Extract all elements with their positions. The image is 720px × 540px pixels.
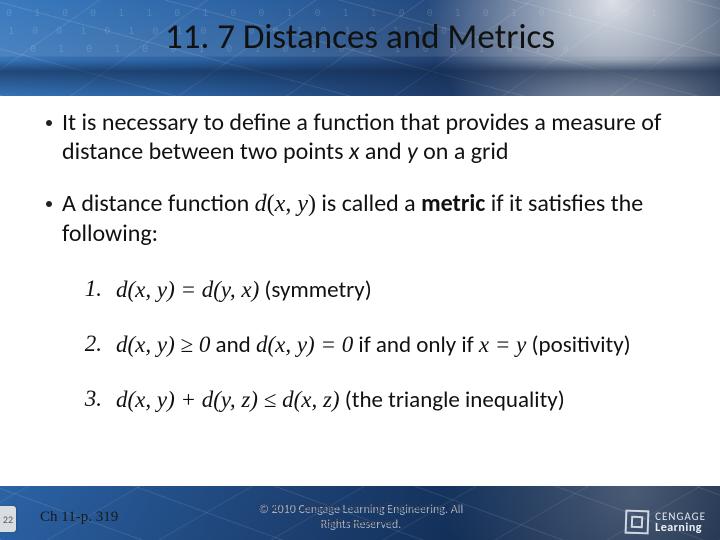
math: d(x, y) = 0	[256, 332, 353, 357]
bullet-marker	[46, 201, 52, 207]
logo-line2: Learning	[655, 522, 706, 534]
item-number: 3.	[78, 386, 102, 415]
text: if and only if	[353, 331, 479, 359]
var-x: x	[349, 137, 359, 166]
item-number: 1.	[78, 276, 102, 305]
math-sep: ,	[285, 191, 297, 217]
item-text: d(x, y) = d(y, x) (symmetry)	[116, 276, 372, 305]
item-text: d(x, y) ≥ 0 and d(x, y) = 0 if and only …	[116, 331, 631, 360]
text: A distance function	[62, 189, 255, 218]
slide: 0 1 0 0 1 1 0 1 0 0 1 0 1 1 0 0 1 0 1 0 …	[0, 0, 720, 540]
item-text: d(x, y) + d(y, z) ≤ d(x, z) (the triangl…	[116, 386, 565, 415]
math: d(x, y) = d(y, x)	[116, 277, 259, 302]
content-area: It is necessary to define a function tha…	[46, 108, 678, 440]
bold-metric: metric	[421, 189, 485, 218]
item-number: 2.	[78, 331, 102, 360]
bullet-text: A distance function d(x, y) is called a …	[62, 189, 678, 249]
numbered-list: 1. d(x, y) = d(y, x) (symmetry) 2. d(x, …	[78, 276, 678, 414]
copyright-text: © 2010 Cengage Learning Engineering. All…	[258, 502, 462, 532]
math: x = y	[479, 332, 526, 357]
math-open: (	[267, 191, 275, 217]
text: and	[210, 331, 256, 359]
bullet-item: A distance function d(x, y) is called a …	[46, 189, 678, 249]
logo-text: CENGAGE Learning	[655, 511, 706, 534]
list-item: 1. d(x, y) = d(y, x) (symmetry)	[78, 276, 678, 305]
label: (symmetry)	[259, 276, 371, 304]
math: d(x, y) ≥ 0	[116, 332, 210, 357]
text: on a grid	[418, 137, 509, 166]
math-x: x	[275, 191, 286, 217]
var-y: y	[407, 137, 418, 166]
copyright: © 2010 Cengage Learning Engineering. All…	[0, 502, 720, 532]
list-item: 2. d(x, y) ≥ 0 and d(x, y) = 0 if and on…	[78, 331, 678, 360]
logo-mark-icon	[625, 510, 650, 535]
cengage-logo: CENGAGE Learning	[625, 510, 706, 534]
label: (positivity)	[526, 331, 630, 359]
copyright-line2: Rights Reserved.	[319, 516, 399, 530]
math: d(x, y) + d(y, z) ≤ d(x, z)	[116, 387, 340, 412]
bullet-item: It is necessary to define a function tha…	[46, 108, 678, 167]
math-close: )	[308, 191, 316, 217]
text: and	[359, 137, 407, 166]
label: (the triangle inequality)	[340, 386, 565, 414]
list-item: 3. d(x, y) + d(y, z) ≤ d(x, z) (the tria…	[78, 386, 678, 415]
copyright-line1: © 2010 Cengage Learning Engineering. All	[257, 501, 461, 515]
logo-line1: CENGAGE	[655, 511, 706, 522]
bullet-text: It is necessary to define a function tha…	[62, 108, 678, 167]
math-y: y	[297, 191, 308, 217]
math-d: d	[255, 191, 267, 217]
text: is called a	[316, 189, 421, 218]
slide-title: 11. 7 Distances and Metrics	[0, 16, 720, 58]
bullet-marker	[46, 120, 52, 126]
